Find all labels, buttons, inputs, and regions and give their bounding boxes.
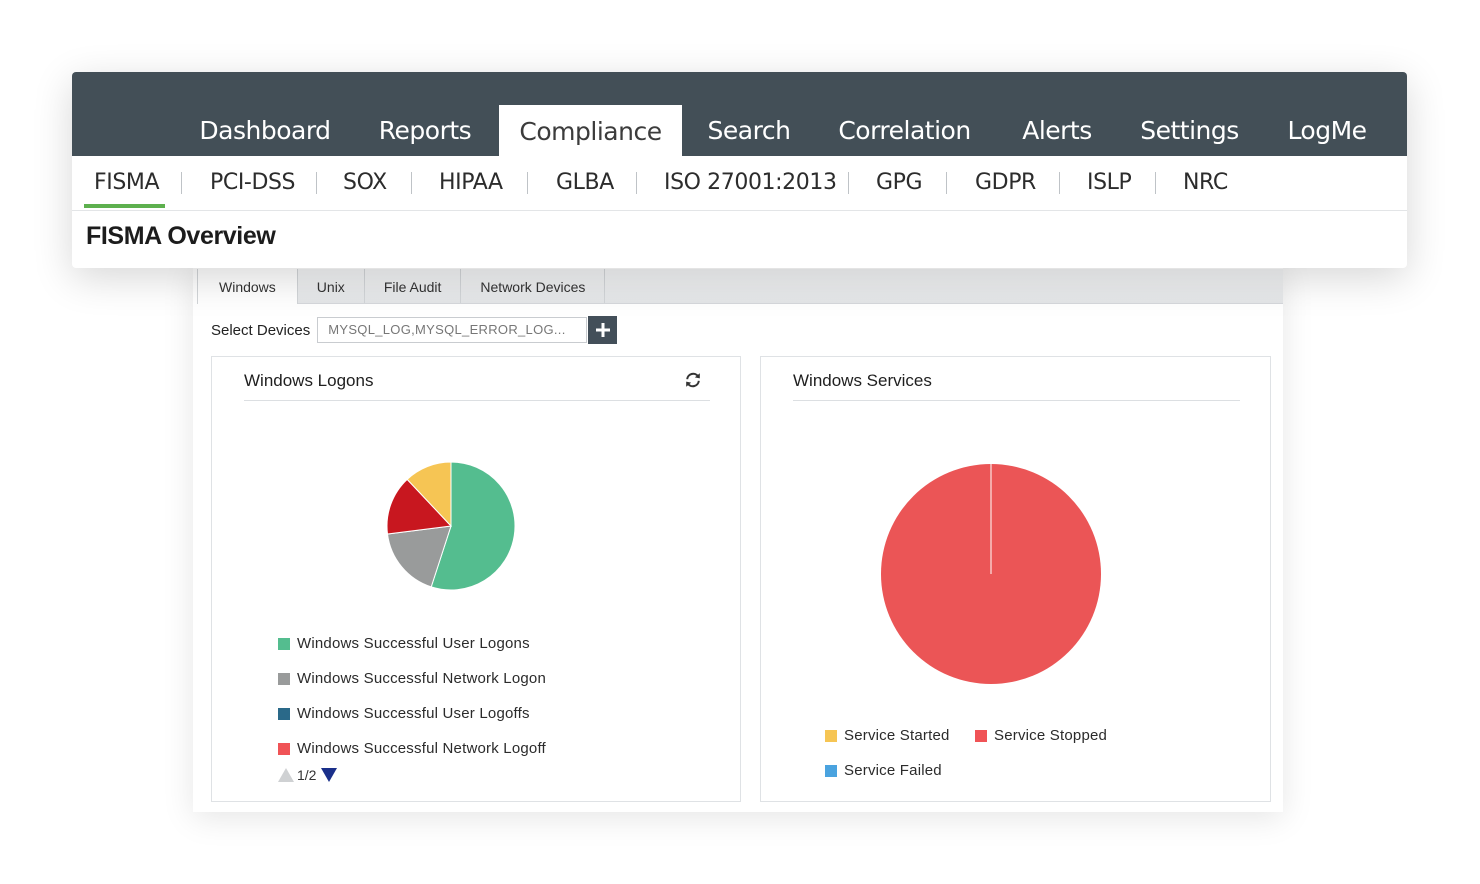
nav-reports[interactable]: Reports <box>378 116 472 145</box>
top-navigation-bar: Dashboard Reports Compliance Search Corr… <box>72 72 1407 156</box>
legend-swatch <box>278 742 290 755</box>
pie-slice-user-logons[interactable] <box>430 462 516 591</box>
legend-item[interactable]: Windows Successful Network Logoff <box>278 740 546 757</box>
subnav-iso-27001[interactable]: ISO 27001:2013 <box>664 170 837 195</box>
compliance-subnav: FISMA PCI-DSS SOX HIPAA GLBA ISO 27001:2… <box>72 156 1407 211</box>
tab-network-devices[interactable]: Network Devices <box>461 269 606 303</box>
legend-label: Windows Successful User Logons <box>297 635 530 652</box>
legend-pager: 1/2 <box>278 767 338 783</box>
legend-swatch <box>825 764 837 777</box>
nav-settings[interactable]: Settings <box>1140 116 1239 145</box>
subnav-sox[interactable]: SOX <box>343 170 387 195</box>
subnav-separator <box>1059 172 1060 194</box>
select-devices-input[interactable]: MYSQL_LOG,MYSQL_ERROR_LOG... <box>317 317 588 343</box>
legend-item[interactable]: Windows Successful User Logoffs <box>278 705 530 722</box>
legend-swatch <box>975 729 987 742</box>
legend-label: Service Failed <box>844 762 942 779</box>
pager-text: 1/2 <box>297 767 317 783</box>
legend-label: Windows Successful Network Logoff <box>297 740 546 757</box>
windows-services-pie-chart <box>881 464 1101 684</box>
legend-label: Windows Successful User Logoffs <box>297 705 530 722</box>
nav-dashboard[interactable]: Dashboard <box>199 116 331 145</box>
nav-logme[interactable]: LogMe <box>1287 116 1367 145</box>
legend-swatch <box>825 729 837 742</box>
legend-item[interactable]: Service Stopped <box>975 727 1107 744</box>
subnav-separator <box>181 172 182 194</box>
legend-label: Windows Successful Network Logon <box>297 670 547 687</box>
subnav-separator <box>848 172 849 194</box>
subnav-nrc[interactable]: NRC <box>1183 170 1228 195</box>
legend-label: Service Stopped <box>994 727 1108 744</box>
tab-unix[interactable]: Unix <box>298 269 365 303</box>
compliance-content-panel: Windows Unix File Audit Network Devices … <box>193 262 1283 812</box>
subnav-separator <box>316 172 317 194</box>
legend-swatch <box>278 707 290 720</box>
windows-logons-title: Windows Logons <box>244 371 374 390</box>
subnav-hipaa[interactable]: HIPAA <box>439 170 503 195</box>
subnav-separator <box>1155 172 1156 194</box>
nav-compliance[interactable]: Compliance <box>499 105 682 156</box>
legend-item[interactable]: Service Failed <box>825 762 942 779</box>
windows-services-title: Windows Services <box>793 371 932 390</box>
select-devices-row: Select Devices MYSQL_LOG,MYSQL_ERROR_LOG… <box>211 316 618 344</box>
legend-label: Service Started <box>844 727 950 744</box>
subnav-separator <box>527 172 528 194</box>
nav-correlation[interactable]: Correlation <box>838 116 971 145</box>
plus-icon <box>595 323 610 337</box>
os-tab-bar: Windows Unix File Audit Network Devices <box>197 269 1283 304</box>
subnav-separator <box>946 172 947 194</box>
legend-swatch <box>278 672 290 685</box>
nav-alerts[interactable]: Alerts <box>1022 116 1092 145</box>
subnav-gdpr[interactable]: GDPR <box>975 170 1036 195</box>
active-subnav-indicator <box>84 204 165 208</box>
subnav-pci-dss[interactable]: PCI-DSS <box>210 170 296 195</box>
page-up-icon[interactable] <box>278 768 294 782</box>
windows-logons-card: Windows Logons Windows Successful User L… <box>211 356 741 802</box>
subnav-islp[interactable]: ISLP <box>1087 170 1132 195</box>
legend-item[interactable]: Windows Successful Network Logon <box>278 670 546 687</box>
card-divider <box>793 400 1240 401</box>
pie-slice-network-logon[interactable] <box>387 525 452 588</box>
pie-slice-red[interactable] <box>387 478 453 535</box>
legend-item[interactable]: Windows Successful User Logons <box>278 635 530 652</box>
subnav-gpg[interactable]: GPG <box>876 170 923 195</box>
windows-logons-pie-chart <box>387 462 516 591</box>
refresh-icon[interactable] <box>684 371 702 389</box>
pie-slice-yellow[interactable] <box>406 462 452 528</box>
legend-item[interactable]: Service Started <box>825 727 950 744</box>
windows-services-card: Windows Services Service Started Service… <box>760 356 1271 802</box>
tab-file-audit[interactable]: File Audit <box>365 269 462 303</box>
subnav-glba[interactable]: GLBA <box>556 170 614 195</box>
tab-windows[interactable]: Windows <box>197 269 298 304</box>
header-card: Dashboard Reports Compliance Search Corr… <box>72 72 1407 268</box>
nav-search[interactable]: Search <box>707 116 791 145</box>
card-divider <box>244 400 710 401</box>
page-title: FISMA Overview <box>86 222 276 250</box>
subnav-fisma[interactable]: FISMA <box>94 170 160 195</box>
legend-swatch <box>278 637 290 650</box>
subnav-separator <box>636 172 637 194</box>
add-device-button[interactable] <box>588 316 618 344</box>
subnav-separator <box>411 172 412 194</box>
select-devices-label: Select Devices <box>211 321 311 339</box>
page-down-icon[interactable] <box>321 768 338 782</box>
